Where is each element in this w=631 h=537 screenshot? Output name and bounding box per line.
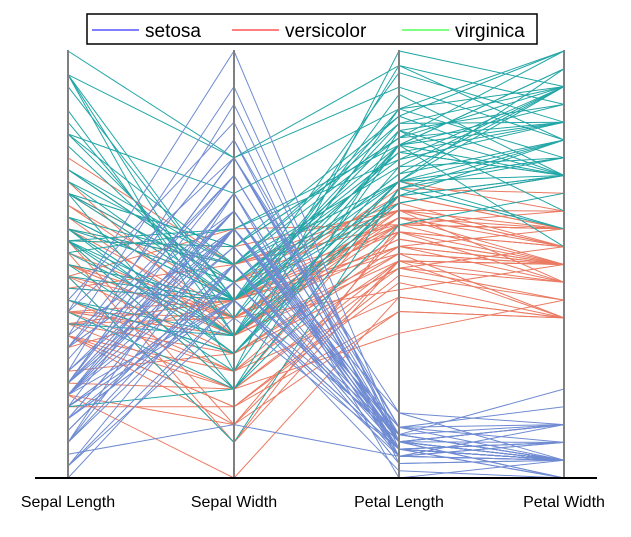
line-setosa [67, 210, 565, 436]
axis-label: Petal Width [523, 494, 605, 511]
line-virginica [67, 115, 565, 266]
line-versicolor [67, 204, 565, 319]
line-setosa [67, 157, 565, 443]
line-setosa [67, 156, 565, 461]
line-virginica [67, 50, 565, 194]
line-setosa [67, 139, 565, 457]
line-versicolor [67, 282, 565, 408]
line-virginica [67, 64, 565, 159]
line-virginica [67, 64, 565, 337]
legend-label-virginica: virginica [455, 21, 525, 42]
line-setosa [67, 174, 565, 461]
line-virginica [67, 129, 565, 301]
legend-box [86, 13, 538, 45]
line-setosa [67, 263, 565, 465]
line-setosa [67, 121, 565, 465]
axes [67, 50, 565, 478]
line-setosa [67, 245, 565, 461]
line-virginica [67, 151, 565, 283]
line-versicolor [67, 310, 565, 426]
axis-labels: Sepal Length Sepal Width Petal Length Petal… [21, 494, 605, 511]
legend-label-setosa: setosa [145, 21, 201, 42]
line-virginica [67, 50, 565, 159]
line-setosa [67, 228, 565, 436]
line-setosa [67, 424, 565, 457]
line-setosa [67, 263, 565, 467]
axis-label: Sepal Width [191, 494, 277, 511]
legend: setosa versicolor virginica [86, 13, 538, 45]
axis-label: Sepal Length [21, 494, 115, 511]
line-setosa [67, 103, 565, 479]
line-virginica [67, 86, 565, 254]
line-setosa [67, 299, 565, 450]
line-virginica [67, 86, 565, 283]
legend-label-versicolor: versicolor [285, 21, 367, 42]
data-lines [67, 49, 565, 479]
axis-label: Petal Length [354, 494, 444, 511]
line-virginica [67, 139, 565, 301]
line-setosa [67, 299, 565, 479]
line-versicolor [67, 238, 565, 319]
line-virginica [67, 50, 565, 248]
line-setosa [67, 192, 565, 479]
line-virginica [67, 74, 565, 301]
line-setosa [67, 246, 565, 428]
